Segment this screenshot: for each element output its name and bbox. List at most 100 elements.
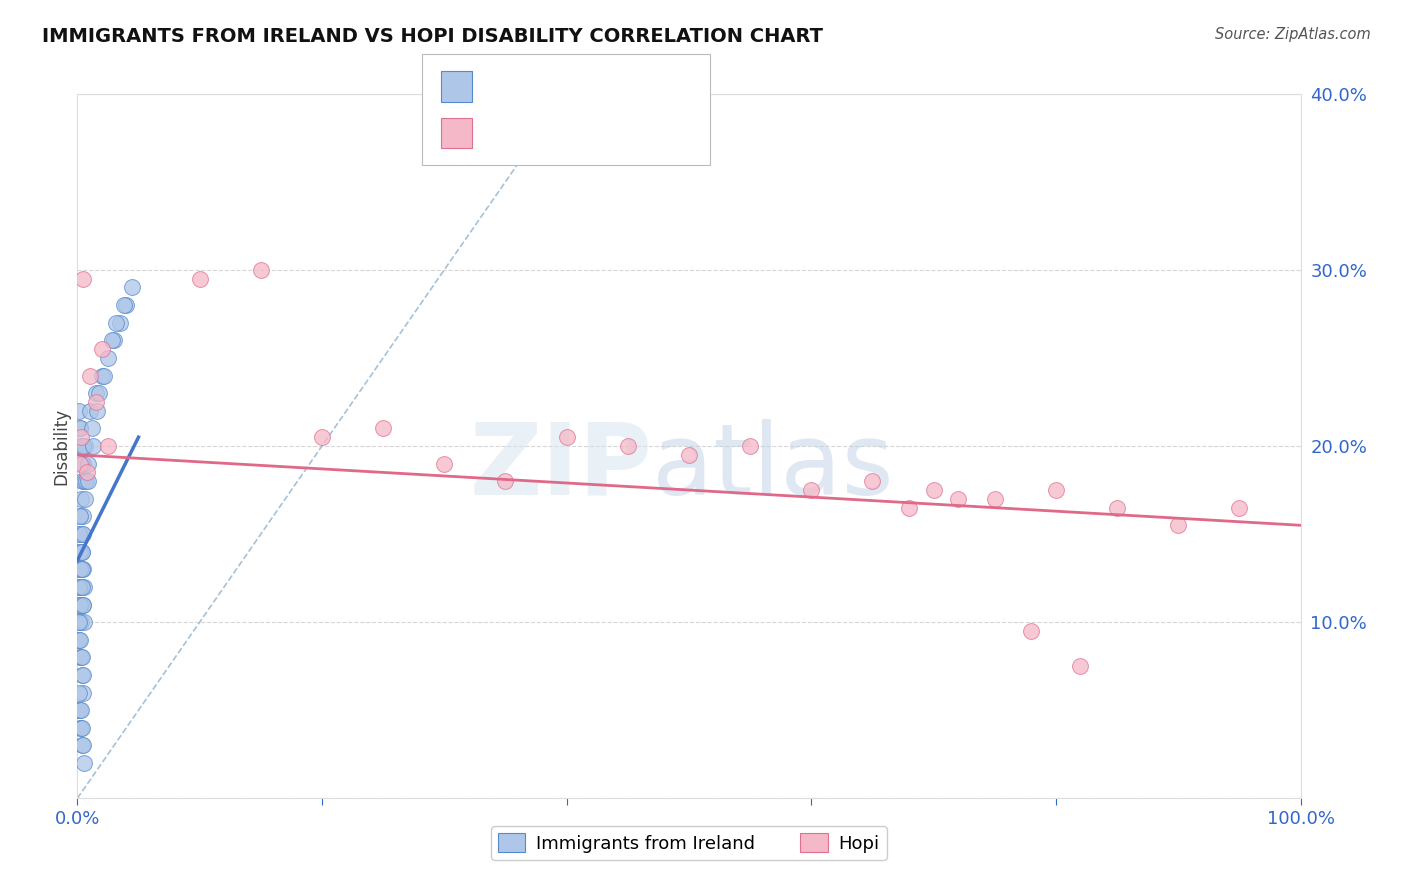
Point: [69, 703, 91, 717]
Point: [67, 527, 90, 541]
Point: [250, 263, 273, 277]
Point: [1045, 483, 1067, 497]
Point: [67, 632, 90, 647]
Point: [90, 342, 112, 356]
Point: [69, 509, 91, 524]
Point: [67, 527, 90, 541]
Point: [105, 316, 128, 330]
Point: [69, 598, 91, 612]
Point: [72, 598, 94, 612]
Point: [70, 580, 93, 594]
Point: [67, 598, 90, 612]
Text: N =: N =: [592, 76, 644, 94]
Point: [371, 421, 394, 435]
Point: [72, 686, 94, 700]
Point: [188, 271, 211, 285]
Point: [73, 475, 96, 489]
Point: [555, 430, 578, 444]
Text: ZIP: ZIP: [470, 418, 652, 516]
Point: [69, 632, 91, 647]
Point: [800, 483, 823, 497]
Point: [69, 562, 91, 576]
Point: [617, 439, 640, 453]
Point: [946, 491, 969, 506]
Point: [72, 598, 94, 612]
Point: [90, 368, 112, 383]
Point: [1021, 624, 1043, 638]
Point: [89, 386, 111, 401]
Point: [73, 491, 96, 506]
Point: [86, 403, 108, 417]
Point: [72, 668, 94, 682]
Point: [70, 544, 93, 558]
Point: [80, 421, 103, 435]
Point: [1107, 500, 1129, 515]
Point: [108, 316, 131, 330]
Point: [97, 439, 120, 453]
Point: [70, 668, 93, 682]
Point: [70, 580, 93, 594]
Point: [72, 439, 94, 453]
Point: [67, 580, 90, 594]
Point: [70, 615, 93, 630]
Point: [69, 544, 91, 558]
Point: [69, 457, 91, 471]
Point: [67, 615, 90, 630]
Point: [69, 562, 91, 576]
Text: -0.272: -0.272: [522, 122, 586, 140]
Point: [70, 739, 93, 753]
Point: [72, 721, 94, 735]
Point: [73, 615, 96, 630]
Point: [70, 527, 93, 541]
Point: [70, 721, 93, 735]
Point: [740, 439, 762, 453]
Point: [70, 475, 93, 489]
Point: [77, 457, 100, 471]
Point: [66, 632, 89, 647]
Point: [72, 527, 94, 541]
Point: [73, 756, 96, 771]
Point: [72, 271, 94, 285]
Point: [115, 298, 138, 312]
Point: [84, 386, 107, 401]
Point: [67, 580, 90, 594]
Point: [1167, 518, 1189, 533]
Point: [121, 280, 143, 294]
Y-axis label: Disability: Disability: [52, 408, 70, 484]
Point: [67, 686, 90, 700]
Point: [70, 650, 93, 665]
Point: [433, 457, 456, 471]
Point: [72, 562, 94, 576]
Text: 0.224: 0.224: [522, 76, 585, 94]
Point: [70, 491, 93, 506]
Point: [67, 403, 90, 417]
Point: [898, 500, 921, 515]
Point: [69, 721, 91, 735]
Point: [984, 491, 1007, 506]
Point: [922, 483, 945, 497]
Point: [69, 703, 91, 717]
Point: [69, 650, 91, 665]
Point: [69, 509, 91, 524]
Point: [112, 298, 135, 312]
Point: [72, 509, 94, 524]
Point: [1069, 659, 1091, 673]
Point: [72, 739, 94, 753]
Point: [67, 615, 90, 630]
Point: [678, 448, 700, 462]
Point: [70, 650, 93, 665]
Point: [79, 368, 101, 383]
Point: [70, 544, 93, 558]
Point: [93, 368, 115, 383]
Text: IMMIGRANTS FROM IRELAND VS HOPI DISABILITY CORRELATION CHART: IMMIGRANTS FROM IRELAND VS HOPI DISABILI…: [42, 27, 823, 45]
Text: Source: ZipAtlas.com: Source: ZipAtlas.com: [1215, 27, 1371, 42]
Point: [97, 351, 120, 365]
Point: [69, 598, 91, 612]
Point: [76, 475, 98, 489]
Text: N =: N =: [592, 122, 644, 140]
Point: [73, 580, 96, 594]
Point: [70, 439, 93, 453]
Point: [495, 475, 517, 489]
Point: [70, 430, 93, 444]
Text: R =: R =: [482, 122, 522, 140]
